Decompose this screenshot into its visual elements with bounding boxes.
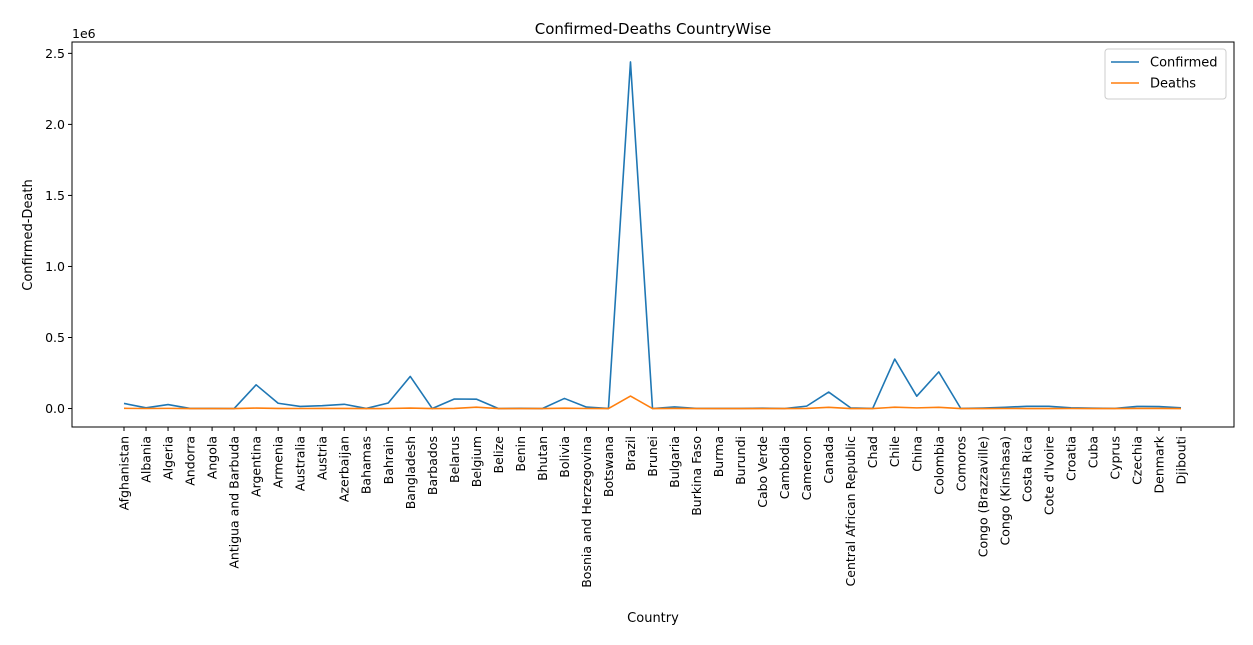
x-tick-label: Colombia	[931, 436, 946, 495]
x-tick-label: Denmark	[1151, 435, 1166, 493]
y-tick-label: 2.0	[45, 117, 65, 132]
x-tick-label: Afghanistan	[117, 436, 132, 510]
x-tick-label: Belarus	[447, 436, 462, 483]
y-tick-label: 0.5	[45, 330, 65, 345]
legend-label-confirmed: Confirmed	[1150, 56, 1218, 71]
x-axis: Afghanistan Albania Algeria Andorra Angola An…	[117, 427, 1189, 588]
y-tick-label: 1.0	[45, 259, 65, 274]
x-tick-label: Angola	[205, 436, 220, 479]
x-tick-label: Burkina Faso	[689, 436, 704, 516]
x-tick-label: Bahrain	[381, 436, 396, 484]
x-tick-label: Algeria	[161, 436, 176, 480]
x-tick-label: Botswana	[601, 436, 616, 497]
x-tick-label: Croatia	[1063, 436, 1078, 481]
x-tick-label: Central African Republic	[843, 436, 858, 587]
x-tick-label: Barbados	[425, 436, 440, 495]
x-tick-label: Congo (Brazzaville)	[975, 436, 990, 557]
x-tick-label: Bahamas	[359, 436, 374, 494]
y-tick-label: 1.5	[45, 188, 65, 203]
x-tick-label: Chile	[887, 436, 902, 468]
x-tick-label: Albania	[139, 436, 154, 483]
y-tick-label: 2.5	[45, 46, 65, 61]
x-tick-label: Cambodia	[777, 436, 792, 499]
x-tick-label: Argentina	[249, 436, 264, 497]
x-tick-label: Burma	[711, 436, 726, 477]
x-tick-label: Comoros	[953, 436, 968, 491]
x-tick-label: Brunei	[645, 436, 660, 477]
x-tick-label: Cyprus	[1107, 436, 1122, 480]
x-axis-label: Country	[627, 611, 679, 626]
x-tick-label: Bulgaria	[667, 436, 682, 488]
x-tick-label: Djibouti	[1174, 436, 1189, 484]
x-tick-label: Bosnia and Herzegovina	[579, 436, 594, 588]
x-tick-label: Bhutan	[535, 436, 550, 481]
x-tick-label: Azerbaijan	[337, 436, 352, 502]
legend: Confirmed Deaths	[1104, 48, 1227, 100]
x-tick-label: Belgium	[469, 436, 484, 487]
x-tick-label: Cuba	[1085, 436, 1100, 468]
x-tick-label: Brazil	[623, 436, 638, 471]
x-tick-label: Australia	[293, 436, 308, 491]
x-tick-label: Cameroon	[799, 436, 814, 500]
x-tick-label: Antigua and Barbuda	[227, 436, 242, 569]
y-axis: 0.0 0.5 1.0 1.5 2.0 2.5	[45, 46, 72, 416]
x-tick-label: Costa Rica	[1019, 436, 1034, 502]
x-tick-label: China	[909, 436, 924, 472]
x-tick-label: Andorra	[183, 436, 198, 486]
legend-label-deaths: Deaths	[1150, 77, 1196, 92]
x-tick-label: Congo (Kinshasa)	[997, 436, 1012, 545]
y-scale-label: 1e6	[72, 26, 96, 41]
x-tick-label: Cote d'Ivoire	[1041, 436, 1056, 515]
y-tick-label: 0.0	[45, 401, 65, 416]
x-tick-label: Austria	[315, 436, 330, 480]
x-tick-label: Bangladesh	[403, 436, 418, 509]
x-tick-label: Chad	[865, 436, 880, 468]
x-tick-label: Burundi	[733, 436, 748, 485]
x-tick-label: Czechia	[1129, 436, 1144, 485]
chart-title: Confirmed-Deaths CountryWise	[535, 20, 772, 38]
plot-area	[123, 61, 1182, 410]
x-tick-label: Cabo Verde	[755, 436, 770, 508]
x-tick-label: Canada	[821, 436, 836, 484]
x-tick-label: Belize	[491, 436, 506, 474]
x-tick-label: Armenia	[271, 436, 286, 488]
y-axis-label: Confirmed-Death	[21, 179, 36, 291]
series-line-deaths	[123, 395, 1182, 410]
x-tick-label: Bolivia	[557, 436, 572, 478]
x-tick-label: Benin	[513, 436, 528, 472]
